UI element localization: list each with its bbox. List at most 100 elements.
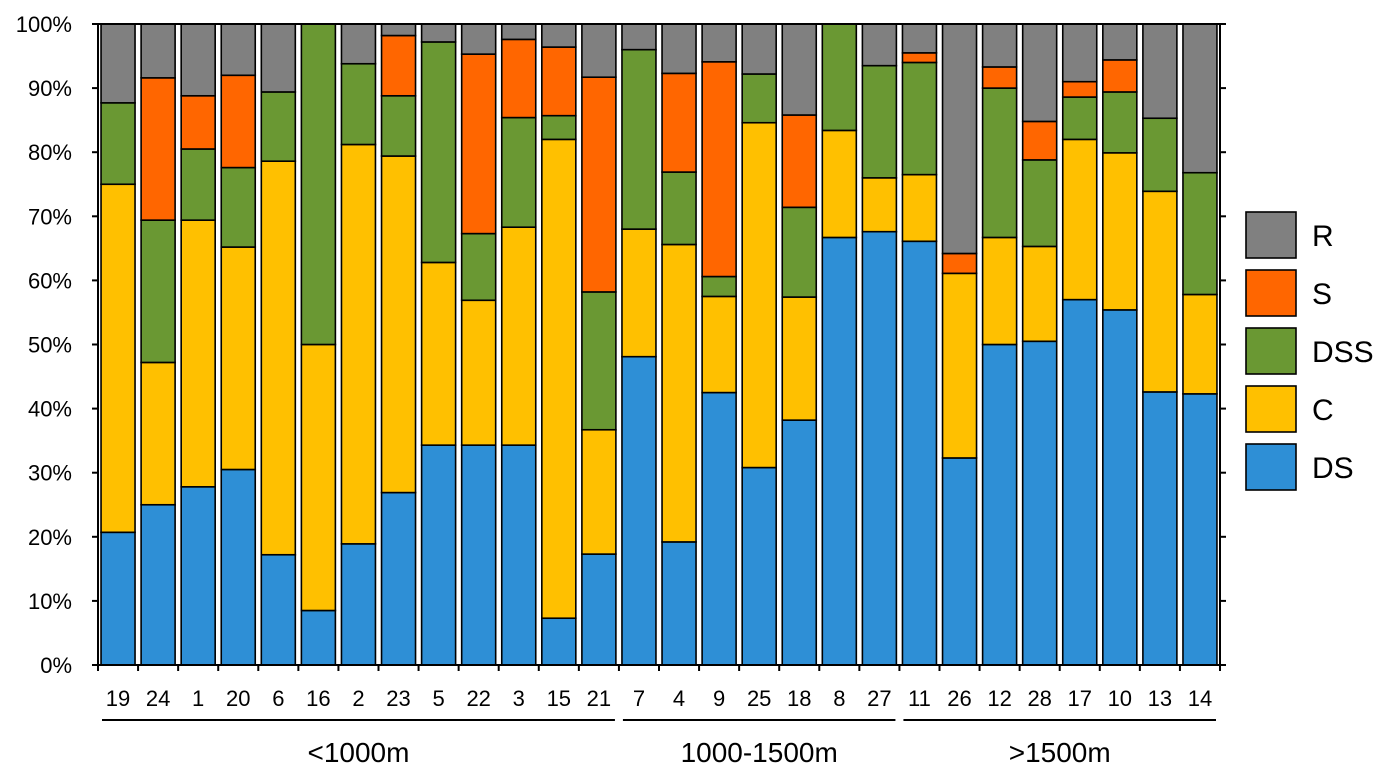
bar-segment-dss-18 xyxy=(781,206,818,298)
bar-segment-c-25 xyxy=(741,121,777,469)
bar-segment-c-3 xyxy=(500,226,537,446)
bar-segment-ds-12 xyxy=(981,343,1018,666)
bar-segment-ds-3 xyxy=(500,444,537,666)
group-label: <1000m xyxy=(307,737,409,768)
y-tick-label: 0% xyxy=(40,653,72,678)
bar-segment-r-14 xyxy=(1182,23,1218,174)
bar-segment-r-15 xyxy=(541,23,577,48)
axes-layer xyxy=(92,23,1226,671)
bar-segment-s-3 xyxy=(500,38,537,119)
bar-segment-s-20 xyxy=(220,74,257,169)
legend-label-r: R xyxy=(1312,220,1334,253)
bar-segment-c-21 xyxy=(581,428,617,555)
bar-segment-ds-7 xyxy=(621,355,657,666)
bar-segment-r-13 xyxy=(1142,23,1178,120)
bar-segment-dss-4 xyxy=(661,171,697,246)
bar-segment-dss-21 xyxy=(581,291,617,431)
x-tick-label: 10 xyxy=(1108,686,1132,711)
bar-segment-dss-19 xyxy=(100,102,136,186)
bar-segment-c-12 xyxy=(981,236,1018,346)
x-tick-label: 26 xyxy=(947,686,971,711)
bar-segment-c-20 xyxy=(220,246,257,471)
bar-segment-ds-18 xyxy=(781,419,818,666)
bar-segment-r-9 xyxy=(701,23,737,63)
bar-segment-s-4 xyxy=(661,72,697,173)
bar-segment-c-23 xyxy=(380,155,417,494)
bar-segment-ds-2 xyxy=(340,543,377,666)
x-tick-label: 3 xyxy=(513,686,525,711)
legend-label-c: C xyxy=(1312,394,1334,427)
bar-segment-ds-26 xyxy=(941,457,978,666)
bar-segment-ds-15 xyxy=(541,617,577,666)
bar-segment-s-1 xyxy=(180,94,216,150)
bar-segment-r-27 xyxy=(861,23,898,67)
bar-segment-ds-6 xyxy=(260,553,297,666)
legend-swatch-c xyxy=(1245,385,1297,433)
bar-segment-dss-14 xyxy=(1182,171,1218,296)
bar-segment-dss-16 xyxy=(300,23,337,346)
bar-segment-dss-11 xyxy=(901,61,938,176)
bar-segment-dss-1 xyxy=(180,148,216,221)
bar-segment-dss-9 xyxy=(701,275,737,298)
legend-label-dss: DSS xyxy=(1312,336,1374,369)
bar-segment-s-11 xyxy=(901,52,938,64)
legend-swatch-dss xyxy=(1245,327,1297,375)
bar-segment-c-19 xyxy=(100,183,136,534)
bar-segment-s-24 xyxy=(140,77,176,221)
bar-segment-dss-10 xyxy=(1102,91,1138,154)
legend-swatch-ds xyxy=(1245,443,1297,491)
bar-segment-c-2 xyxy=(340,143,377,545)
bar-segment-s-28 xyxy=(1021,120,1058,161)
x-tick-label: 23 xyxy=(386,686,410,711)
bar-segment-c-1 xyxy=(180,219,216,488)
x-tick-label: 2 xyxy=(352,686,364,711)
x-tick-label: 7 xyxy=(633,686,645,711)
y-tick-label: 40% xyxy=(28,397,72,422)
bar-segment-ds-22 xyxy=(460,444,497,666)
bar-segment-ds-17 xyxy=(1061,298,1098,666)
bar-segment-r-19 xyxy=(100,23,136,104)
bar-segment-dss-6 xyxy=(260,91,297,162)
bar-segment-c-14 xyxy=(1182,293,1218,395)
legend-swatch-s xyxy=(1245,269,1297,317)
bar-segment-dss-13 xyxy=(1142,117,1178,193)
bar-segment-c-6 xyxy=(260,160,297,556)
bar-segment-c-17 xyxy=(1061,138,1098,301)
bar-segment-r-20 xyxy=(220,23,257,77)
bar-segment-c-27 xyxy=(861,177,898,233)
bar-segment-s-15 xyxy=(541,46,577,117)
bar-segment-r-24 xyxy=(140,23,176,79)
bar-segment-ds-14 xyxy=(1182,393,1218,666)
bar-segment-s-22 xyxy=(460,53,497,235)
bar-segment-c-8 xyxy=(821,129,858,239)
bar-segment-dss-27 xyxy=(861,64,898,179)
x-tick-label: 18 xyxy=(787,686,811,711)
legend-label-s: S xyxy=(1312,278,1332,311)
bar-segment-s-21 xyxy=(581,76,617,293)
bar-segment-ds-8 xyxy=(821,236,858,666)
bar-segment-ds-20 xyxy=(220,468,257,666)
x-tick-label: 13 xyxy=(1148,686,1172,711)
bar-segment-dss-24 xyxy=(140,219,176,364)
bar-segment-dss-28 xyxy=(1021,159,1058,248)
y-tick-label: 80% xyxy=(28,140,72,165)
x-tick-label: 11 xyxy=(908,686,931,711)
bar-segment-c-28 xyxy=(1021,245,1058,343)
x-tick-label: 28 xyxy=(1027,686,1051,711)
bar-segment-c-5 xyxy=(420,261,457,446)
bar-segment-s-12 xyxy=(981,66,1018,89)
x-tick-label: 14 xyxy=(1188,686,1212,711)
bar-segment-r-6 xyxy=(260,23,297,93)
bar-segment-dss-25 xyxy=(741,73,777,124)
bar-segment-r-10 xyxy=(1102,23,1138,61)
x-tick-label: 5 xyxy=(432,686,444,711)
x-tick-label: 19 xyxy=(106,686,130,711)
x-tick-label: 27 xyxy=(867,686,891,711)
bar-segment-r-12 xyxy=(981,23,1018,68)
bar-segment-dss-12 xyxy=(981,87,1018,239)
bar-segment-ds-11 xyxy=(901,240,938,666)
bar-segment-s-17 xyxy=(1061,80,1098,98)
bar-segment-r-23 xyxy=(380,23,417,37)
bar-segment-s-9 xyxy=(701,61,737,278)
bar-segment-r-17 xyxy=(1061,23,1098,83)
